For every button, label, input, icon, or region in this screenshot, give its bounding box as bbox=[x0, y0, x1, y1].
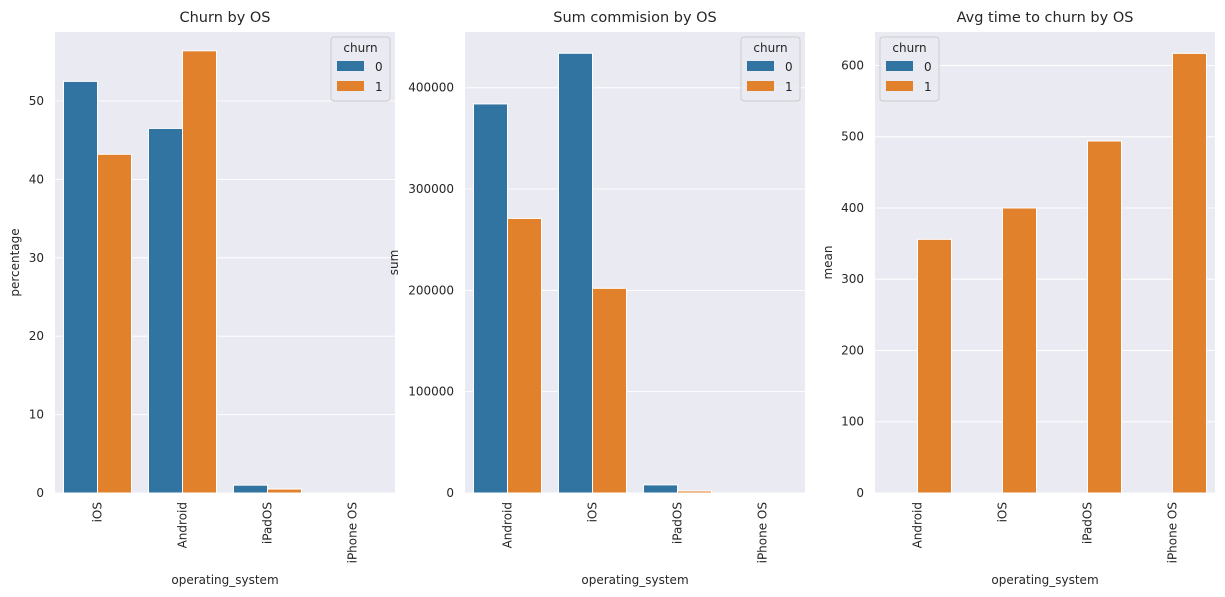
bar-ipados-churn-0 bbox=[643, 484, 678, 494]
legend-title: churn bbox=[343, 41, 377, 55]
x-tick-label: iOS bbox=[996, 502, 1010, 522]
chart-title: Sum commision by OS bbox=[553, 10, 717, 26]
legend-swatch-1 bbox=[337, 81, 364, 91]
y-tick-label: 30 bbox=[29, 251, 44, 265]
legend-swatch-0 bbox=[886, 61, 913, 71]
bar-ipados-churn-1 bbox=[1087, 140, 1122, 494]
y-axis-label: sum bbox=[387, 250, 401, 276]
y-tick-label: 10 bbox=[29, 408, 44, 422]
y-tick-label: 200 bbox=[841, 343, 864, 357]
y-tick-label: 300000 bbox=[408, 182, 454, 196]
y-tick-label: 100 bbox=[841, 415, 864, 429]
y-tick-label: 100000 bbox=[408, 385, 454, 399]
legend-label: 1 bbox=[375, 80, 383, 94]
legend-label: 0 bbox=[785, 60, 793, 74]
y-axis-label: percentage bbox=[8, 228, 22, 296]
legend-label: 0 bbox=[924, 60, 932, 74]
x-tick-label: iPadOS bbox=[1081, 502, 1095, 544]
y-tick-label: 40 bbox=[29, 172, 44, 186]
legend: churn 0 1 bbox=[330, 36, 391, 102]
legend: churn 0 1 bbox=[879, 36, 940, 102]
x-tick-label: Android bbox=[501, 502, 515, 548]
chart-title: Churn by OS bbox=[179, 10, 270, 26]
legend-swatch-1 bbox=[886, 81, 913, 91]
bar-ipados-churn-0 bbox=[233, 484, 268, 494]
y-tick-label: 0 bbox=[446, 486, 454, 500]
y-tick-label: 400000 bbox=[408, 81, 454, 95]
y-tick-label: 20 bbox=[29, 329, 44, 343]
y-tick-label: 300 bbox=[841, 272, 864, 286]
legend-title: churn bbox=[753, 41, 787, 55]
x-tick-label: iPhone OS bbox=[756, 502, 770, 563]
x-tick-label: iOS bbox=[586, 502, 600, 522]
x-tick-label: Android bbox=[911, 502, 925, 548]
legend-swatch-1 bbox=[747, 81, 774, 91]
legend-label: 1 bbox=[924, 80, 932, 94]
legend-label: 0 bbox=[375, 60, 383, 74]
bar-android-churn-0 bbox=[148, 127, 183, 494]
x-tick-label: iOS bbox=[91, 502, 105, 522]
bar-ios-churn-1 bbox=[592, 287, 627, 494]
y-tick-label: 600 bbox=[841, 58, 864, 72]
legend-label: 1 bbox=[785, 80, 793, 94]
legend-swatch-0 bbox=[747, 61, 774, 71]
legend: churn 0 1 bbox=[740, 36, 801, 102]
x-axis-label: operating_system bbox=[991, 573, 1098, 587]
chart-panel-2: 0 100000 200000 300000 400000 Android iOS iPadO… bbox=[387, 10, 805, 587]
legend-swatch-0 bbox=[337, 61, 364, 71]
x-tick-label: iPadOS bbox=[261, 502, 275, 544]
bar-android-churn-1 bbox=[182, 50, 217, 494]
legend-title: churn bbox=[892, 41, 926, 55]
y-tick-label: 200000 bbox=[408, 283, 454, 297]
x-tick-label: iPadOS bbox=[671, 502, 685, 544]
bar-ipados-churn-1 bbox=[267, 488, 302, 494]
y-tick-label: 0 bbox=[856, 486, 864, 500]
bar-ios-churn-1 bbox=[1002, 207, 1037, 494]
y-tick-label: 500 bbox=[841, 130, 864, 144]
chart-title: Avg time to churn by OS bbox=[957, 10, 1134, 26]
bar-android-churn-1 bbox=[507, 217, 542, 494]
y-axis-label: mean bbox=[821, 245, 835, 279]
bar-ipados-churn-1 bbox=[677, 490, 712, 494]
y-tick-label: 50 bbox=[29, 94, 44, 108]
bar-iphone-os-churn-1 bbox=[1172, 52, 1207, 494]
x-tick-label: Android bbox=[176, 502, 190, 548]
bar-android-churn-1 bbox=[917, 238, 952, 494]
x-axis-label: operating_system bbox=[171, 573, 278, 587]
bar-android-churn-0 bbox=[473, 103, 508, 494]
bar-ios-churn-0 bbox=[558, 52, 593, 494]
bar-ios-churn-1 bbox=[97, 153, 132, 494]
y-tick-label: 0 bbox=[36, 486, 44, 500]
x-axis-label: operating_system bbox=[581, 573, 688, 587]
bar-ios-churn-0 bbox=[63, 80, 98, 494]
chart-panel-3: 0 100 200 300 400 500 600 Android iOS iPadOS iPhon… bbox=[821, 10, 1215, 587]
x-tick-label: iPhone OS bbox=[1166, 502, 1180, 563]
x-tick-label: iPhone OS bbox=[346, 502, 360, 563]
y-tick-label: 400 bbox=[841, 201, 864, 215]
